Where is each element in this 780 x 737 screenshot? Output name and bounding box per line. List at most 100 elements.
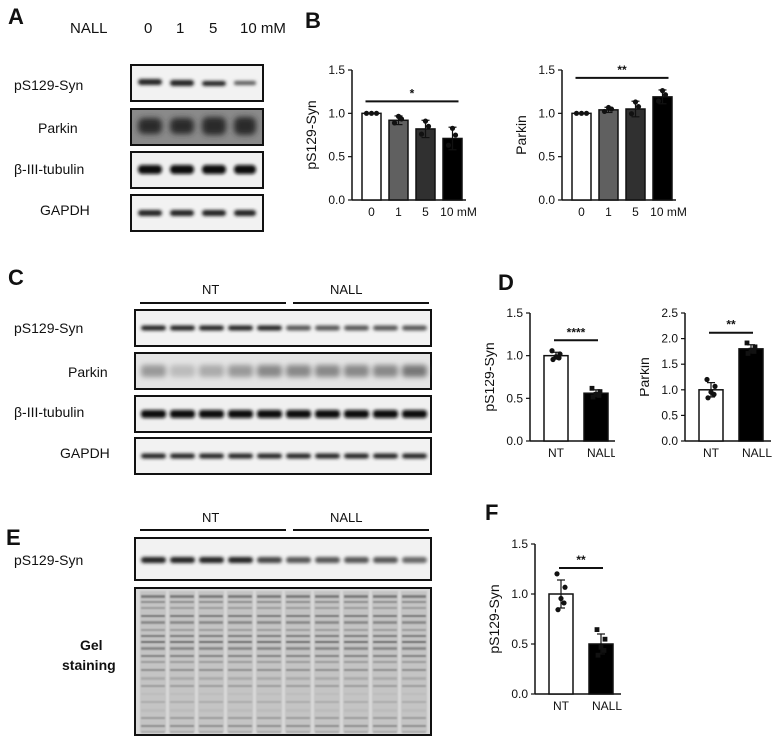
band [199,365,224,377]
y-tick-label: 1.0 [511,587,528,601]
gel-band [344,685,368,687]
gel-band [170,615,194,617]
gel-band [170,709,194,712]
gel-band [315,621,339,624]
gel-band [373,629,397,631]
gel-band [402,607,426,609]
gel-band [315,731,339,733]
gel-band [402,647,426,650]
gel-band [286,635,310,637]
gel-band [373,607,397,609]
gel-band [170,661,194,663]
gel-band [402,701,426,703]
gel-band [170,595,194,598]
gel-band [373,641,397,643]
x-tick-label: 10 mM [440,205,477,219]
data-point [373,110,380,116]
y-tick-label: 0.5 [506,391,523,405]
gel-band [199,635,223,637]
data-point [555,607,561,613]
gel-band [286,701,310,703]
group-line [293,302,429,304]
band [228,410,253,418]
band [141,453,166,459]
group-label: NALL [330,282,363,297]
gel-band [402,685,426,687]
gel-band [286,717,310,719]
blot-row-label: β-III-tubulin [14,161,85,177]
band [170,453,195,459]
gel-band [228,677,252,680]
y-axis-label: pS129-Syn [486,584,502,653]
gel-band [257,607,281,609]
gel-band [286,607,310,609]
band [170,365,195,377]
gel-band [402,725,426,727]
data-point [554,571,560,577]
gel-band [141,635,165,637]
band [199,325,224,331]
gel-band [228,693,252,695]
data-point [395,113,402,119]
gel-band [402,717,426,719]
band [344,365,369,377]
gel-band [257,641,281,643]
gel-band [286,621,310,624]
gel-band [199,725,223,727]
data-point [711,391,717,397]
blot-a [130,64,264,232]
gel-band [141,693,165,695]
significance-label: **** [567,325,586,339]
blot-row-label: Parkin [38,120,78,136]
data-point [363,110,370,116]
y-tick-label: 0.0 [511,687,528,701]
gel-band [344,635,368,637]
gel-band [141,595,165,598]
data-point [422,118,429,124]
gel-band [373,731,397,733]
panel-letter-a: A [8,4,24,29]
band [402,410,427,418]
y-tick-label: 1.0 [328,106,345,120]
gel-band [228,635,252,637]
x-tick-label: 1 [395,205,402,219]
band [170,410,195,418]
y-tick-label: 2.0 [661,332,678,346]
gel-band [141,677,165,680]
data-point [549,348,555,354]
gel-band [257,615,281,617]
gel-band [402,669,426,671]
blot-row-label: β-III-tubulin [14,404,85,420]
gel-band [257,669,281,671]
gel-band [141,717,165,719]
gel-band [344,601,368,603]
x-tick-label: NT [553,699,570,713]
gel-band [199,731,223,733]
y-tick-label: 0.5 [328,150,345,164]
gel-band [228,717,252,719]
blot-c [134,309,432,475]
y-tick-label: 0.0 [328,193,345,207]
treatment-label: NALL [70,20,108,37]
data-point [368,110,375,116]
chart-f-pS129: 0.0 0.5 1.0 1.5 pS129-Syn NT NALL ** [486,537,622,713]
gel-band [141,661,165,663]
gel-band [402,629,426,631]
data-point [556,355,562,361]
data-point [418,131,425,137]
gel-band [257,677,281,680]
y-axis-label: pS129-Syn [303,100,319,169]
gel-band [170,725,194,727]
gel-band [286,641,310,643]
gel-band [344,701,368,703]
gel-band [199,693,223,695]
data-point [628,111,635,117]
data-point [601,108,608,115]
bar [652,96,673,201]
band [373,410,398,418]
gel-band [315,677,339,680]
gel-band [170,685,194,687]
y-tick-label: 1.0 [506,349,523,363]
data-point [655,98,662,104]
band [315,557,340,563]
